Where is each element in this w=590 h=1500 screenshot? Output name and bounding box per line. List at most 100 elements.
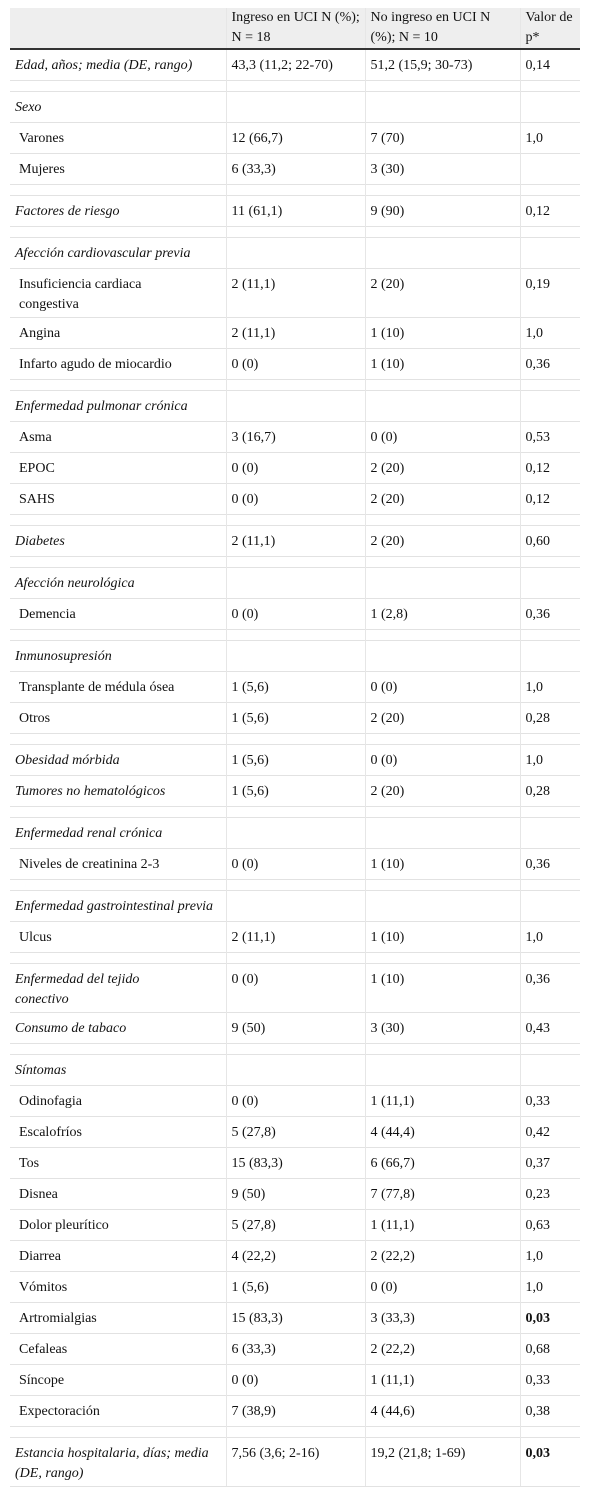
value-cell: 0,43 xyxy=(519,1011,580,1043)
header-cell: Valor de p* xyxy=(519,8,580,50)
value-cell: 0 (0) xyxy=(225,347,365,379)
row-label: Sexo xyxy=(10,90,226,122)
row-label: Disnea xyxy=(10,1177,226,1209)
value-cell: 19,2 (21,8; 1-69) xyxy=(364,1436,520,1487)
spacer-cell xyxy=(519,951,580,963)
row-label: Enfermedad del tejido conectivo xyxy=(10,962,226,1012)
value-cell: 0 (0) xyxy=(225,1363,365,1395)
value-cell: 12 (66,7) xyxy=(225,121,365,153)
spacer-row xyxy=(10,513,580,525)
value-cell: 1 (10) xyxy=(364,847,520,879)
value-cell: 9 (90) xyxy=(364,194,520,226)
row-label: Edad, años; media (DE, rango) xyxy=(10,48,226,80)
value-cell: 0 (0) xyxy=(225,847,365,879)
table-row: Insuficiencia cardiaca congestiva 2 (11,1… xyxy=(10,267,580,317)
spacer-cell xyxy=(364,555,520,567)
value-cell xyxy=(519,1053,580,1085)
header-cell: No ingreso en UCI N (%); N = 10 xyxy=(364,8,520,50)
row-label: Asma xyxy=(10,420,226,452)
value-cell: 7 (70) xyxy=(364,121,520,153)
row-label: Dolor pleurítico xyxy=(10,1208,226,1240)
value-cell xyxy=(225,236,365,268)
table-row: Expectoración 7 (38,9) 4 (44,6) 0,38 xyxy=(10,1394,580,1426)
value-cell: 6 (66,7) xyxy=(364,1146,520,1178)
value-cell: 0,23 xyxy=(519,1177,580,1209)
table-row: Ulcus 2 (11,1) 1 (10) 1,0 xyxy=(10,920,580,952)
table-row: Tumores no hematológicos 1 (5,6) 2 (20) 0,2… xyxy=(10,774,580,806)
value-cell: 1 (11,1) xyxy=(364,1363,520,1395)
value-cell: 3 (30) xyxy=(364,1011,520,1043)
value-cell: 4 (44,6) xyxy=(364,1394,520,1426)
table-row: Disnea 9 (50) 7 (77,8) 0,23 xyxy=(10,1177,580,1209)
spacer-cell xyxy=(225,805,365,817)
spacer-cell xyxy=(225,378,365,390)
table-row: Síncope 0 (0) 1 (11,1) 0,33 xyxy=(10,1363,580,1395)
value-cell xyxy=(364,389,520,421)
table-row: EPOC 0 (0) 2 (20) 0,12 xyxy=(10,451,580,483)
spacer-cell xyxy=(225,628,365,640)
spacer-cell xyxy=(364,513,520,525)
table-row: Diarrea 4 (22,2) 2 (22,2) 1,0 xyxy=(10,1239,580,1271)
table-row: Enfermedad renal crónica xyxy=(10,816,580,848)
value-cell: 2 (22,2) xyxy=(364,1332,520,1364)
value-cell: 6 (33,3) xyxy=(225,1332,365,1364)
value-cell xyxy=(519,889,580,921)
value-cell: 2 (20) xyxy=(364,701,520,733)
row-label: Afección neurológica xyxy=(10,566,226,598)
value-cell: 2 (11,1) xyxy=(225,267,365,317)
value-cell: 0,33 xyxy=(519,1084,580,1116)
value-cell: 0,12 xyxy=(519,194,580,226)
spacer-cell xyxy=(364,878,520,890)
spacer-cell xyxy=(10,183,226,195)
value-cell xyxy=(519,152,580,184)
spacer-row xyxy=(10,951,580,963)
spacer-cell xyxy=(364,732,520,744)
spacer-cell xyxy=(225,732,365,744)
spacer-cell xyxy=(10,628,226,640)
table-row: Escalofríos 5 (27,8) 4 (44,4) 0,42 xyxy=(10,1115,580,1147)
row-label: Enfermedad renal crónica xyxy=(10,816,226,848)
value-cell: 0,37 xyxy=(519,1146,580,1178)
row-label: Otros xyxy=(10,701,226,733)
row-label: Transplante de médula ósea xyxy=(10,670,226,702)
row-label: Odinofagia xyxy=(10,1084,226,1116)
spacer-cell xyxy=(364,225,520,237)
table-row: Demencia 0 (0) 1 (2,8) 0,36 xyxy=(10,597,580,629)
row-label: Consumo de tabaco xyxy=(10,1011,226,1043)
value-cell: 0,14 xyxy=(519,48,580,80)
spacer-cell xyxy=(10,555,226,567)
spacer-row xyxy=(10,555,580,567)
value-cell xyxy=(519,389,580,421)
spacer-cell xyxy=(10,225,226,237)
spacer-cell xyxy=(519,225,580,237)
value-cell: 1,0 xyxy=(519,920,580,952)
row-label: Afección cardiovascular previa xyxy=(10,236,226,268)
row-label: Estancia hospitalaria, días; media (DE, … xyxy=(10,1436,226,1487)
value-cell: 0,36 xyxy=(519,347,580,379)
row-label: Tumores no hematológicos xyxy=(10,774,226,806)
spacer-cell xyxy=(519,805,580,817)
value-cell: 0 (0) xyxy=(225,1084,365,1116)
value-cell: 0 (0) xyxy=(364,670,520,702)
row-label: Artromialgias xyxy=(10,1301,226,1333)
value-cell xyxy=(225,389,365,421)
value-cell: 6 (33,3) xyxy=(225,152,365,184)
value-cell: 43,3 (11,2; 22-70) xyxy=(225,48,365,80)
value-cell xyxy=(225,1053,365,1085)
value-cell: 0,28 xyxy=(519,701,580,733)
value-cell: 2 (20) xyxy=(364,267,520,317)
spacer-row xyxy=(10,878,580,890)
spacer-cell xyxy=(519,1425,580,1437)
value-cell: 4 (22,2) xyxy=(225,1239,365,1271)
spacer-cell xyxy=(10,805,226,817)
table-row: Artromialgias 15 (83,3) 3 (33,3) 0,03 xyxy=(10,1301,580,1333)
data-table: Ingreso en UCI N (%); N = 18 No ingreso … xyxy=(10,8,580,1487)
table-row: Angina 2 (11,1) 1 (10) 1,0 xyxy=(10,316,580,348)
table-row: Sexo xyxy=(10,90,580,122)
spacer-cell xyxy=(10,79,226,91)
spacer-cell xyxy=(10,951,226,963)
value-cell: 9 (50) xyxy=(225,1177,365,1209)
value-cell xyxy=(225,816,365,848)
value-cell: 0,28 xyxy=(519,774,580,806)
